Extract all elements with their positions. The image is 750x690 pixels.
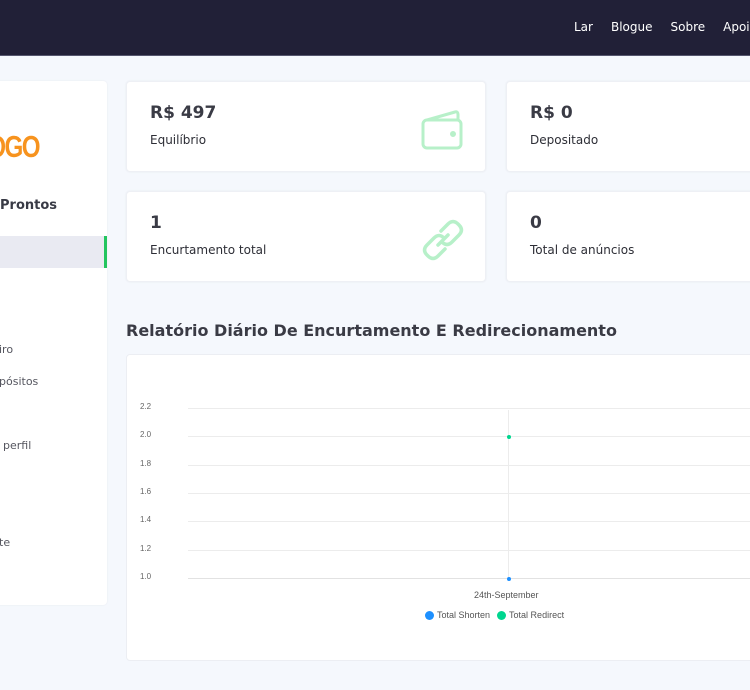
balance-card: R$ 497 Equilíbrio	[126, 81, 486, 172]
y-tick: 1.6	[140, 487, 152, 496]
x-axis-line	[188, 578, 750, 579]
gridline	[188, 465, 750, 466]
wallet-icon	[421, 110, 463, 150]
gridline	[188, 521, 750, 522]
x-tick: 24th-September	[474, 590, 539, 600]
y-tick: 1.2	[140, 544, 152, 553]
daily-report-chart: 2.2 2.0 1.8 1.6 1.4 1.2 1.0 24th-Septemb…	[126, 354, 750, 661]
deposited-card: R$ 0 Depositado	[506, 81, 750, 172]
y-tick: 1.0	[140, 572, 152, 581]
link-icon	[422, 219, 464, 261]
legend-total-redirect[interactable]: Total Redirect	[497, 610, 564, 620]
data-point-total-shorten[interactable]	[507, 577, 511, 581]
gridline	[188, 436, 750, 437]
y-tick: 2.2	[140, 402, 152, 411]
sidebar-item-profile[interactable]: perfil	[3, 439, 32, 452]
gridline	[188, 550, 750, 551]
legend-label: Total Shorten	[437, 610, 491, 620]
top-navbar: Lar Blogue Sobre Apoio	[0, 0, 750, 56]
sidebar: LOGO Prontos iro pósitos perfil te	[0, 81, 107, 605]
total-ads-label: Total de anúncios	[530, 243, 635, 257]
nav-link-about[interactable]: Sobre	[670, 20, 706, 34]
legend-label: Total Redirect	[509, 610, 565, 620]
balance-label: Equilíbrio	[150, 133, 207, 147]
y-tick: 2.0	[140, 430, 152, 439]
sidebar-item-active[interactable]	[0, 236, 107, 268]
gridline	[188, 408, 750, 409]
nav-link-home[interactable]: Lar	[574, 20, 593, 34]
logo[interactable]: LOGO	[0, 129, 41, 164]
balance-value: R$ 497	[150, 103, 217, 123]
y-tick: 1.4	[140, 515, 152, 524]
gridline	[188, 493, 750, 494]
legend-dot-icon	[425, 610, 434, 620]
total-shorten-card: 1 Encurtamento total	[126, 191, 486, 282]
data-point-total-redirect[interactable]	[507, 435, 511, 439]
sidebar-item-deposits[interactable]: pósitos	[0, 375, 39, 388]
x-gridline	[508, 410, 509, 580]
total-shorten-label: Encurtamento total	[150, 243, 267, 257]
total-ads-card: 0 Total de anúncios	[506, 191, 750, 282]
report-title: Relatório Diário De Encurtamento E Redir…	[126, 321, 617, 340]
chart-legend: Total Shorten Total Redirect	[425, 610, 571, 620]
total-shorten-value: 1	[150, 213, 162, 233]
sidebar-item-support[interactable]: te	[0, 536, 11, 549]
nav-link-support[interactable]: Apoio	[723, 20, 750, 34]
nav-link-blog[interactable]: Blogue	[610, 20, 653, 34]
deposited-value: R$ 0	[530, 103, 573, 123]
top-nav: Lar Blogue Sobre Apoio	[574, 20, 750, 34]
y-tick: 1.8	[140, 459, 152, 468]
sidebar-item-withdraw[interactable]: iro	[0, 343, 14, 356]
total-ads-value: 0	[530, 213, 542, 233]
legend-dot-icon	[497, 610, 507, 620]
deposited-label: Depositado	[530, 133, 599, 147]
legend-total-shorten[interactable]: Total Shorten	[425, 610, 490, 620]
sidebar-heading: Prontos	[0, 198, 58, 213]
